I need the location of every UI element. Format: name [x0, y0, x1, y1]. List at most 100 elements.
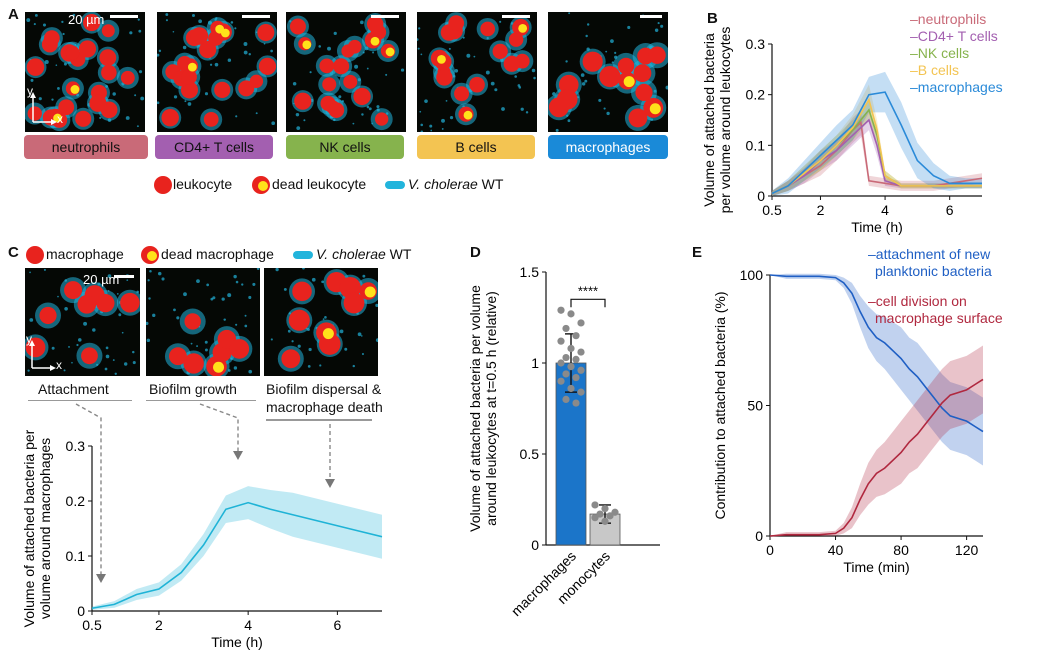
micrograph-cd4-t-cells	[157, 12, 277, 132]
bacteria-speck	[33, 23, 36, 26]
dead-cell-marker	[385, 47, 395, 57]
bacteria-speck	[227, 293, 232, 298]
bacteria-speck	[454, 68, 459, 73]
bacteria-speck	[152, 313, 156, 318]
data-point	[596, 510, 604, 518]
y-axis-title: Volume of attached bacteria per	[21, 429, 37, 627]
x-tick-label: 6	[946, 202, 954, 218]
leukocyte-cell	[169, 347, 187, 366]
data-point	[562, 353, 570, 362]
y-axis-title: volume around macrophages	[37, 438, 53, 619]
data-point	[611, 508, 619, 516]
error-band-4	[772, 71, 982, 196]
dead-cell-marker	[518, 23, 528, 33]
error-band-0	[92, 486, 382, 610]
bacteria-speck	[233, 274, 237, 279]
v-cholerae-legend-icon-c	[293, 251, 313, 259]
bacteria-speck	[255, 112, 258, 115]
data-point	[557, 337, 565, 345]
bacteria-speck	[429, 124, 433, 128]
bacteria-speck	[584, 79, 588, 83]
leukocyte-cell	[238, 80, 255, 97]
bacteria-speck	[441, 118, 445, 123]
bacteria-speck	[354, 64, 359, 69]
leukocyte-cell	[319, 58, 335, 74]
x-tick-label: 120	[955, 542, 979, 558]
tag-b-cells: B cells	[417, 135, 535, 159]
x-tick-label: 4	[881, 202, 889, 218]
bacteria-speck	[362, 51, 365, 54]
bacteria-speck	[344, 347, 348, 351]
dead-cell-marker	[437, 55, 446, 64]
bacteria-speck	[235, 115, 238, 118]
bacteria-speck	[125, 116, 130, 120]
leukocyte-cell	[75, 110, 92, 127]
bacteria-speck	[256, 268, 260, 270]
dead-macrophage-legend-icon	[141, 246, 159, 264]
bacteria-speck	[306, 327, 310, 332]
bacteria-speck	[611, 61, 614, 64]
data-point	[577, 319, 585, 327]
bacteria-speck	[255, 31, 258, 34]
data-point	[601, 505, 609, 513]
chart-e: 0 50 100 0 40 80 120 Time (min) Contribution to …	[712, 246, 1003, 575]
scale-bar-a3	[371, 15, 399, 18]
leukocyte-cell	[120, 292, 140, 313]
bacteria-speck	[149, 269, 152, 273]
dead-cell-marker	[213, 361, 225, 373]
scale-bar-a5	[640, 15, 662, 18]
bacteria-speck	[132, 361, 136, 365]
bacteria-speck	[311, 277, 316, 282]
leukocyte-cell	[617, 57, 635, 75]
bacteria-speck	[136, 290, 139, 294]
bacteria-speck	[473, 55, 476, 58]
bacteria-speck	[214, 62, 219, 67]
y-tick-label: 1	[531, 355, 539, 371]
bacteria-speck	[157, 53, 160, 57]
bacteria-speck	[501, 107, 505, 111]
series-line-0	[91, 501, 383, 610]
scale-bar-a2	[242, 15, 270, 18]
leukocyte-cell	[120, 70, 135, 85]
bacteria-speck	[248, 295, 252, 299]
leukocyte-cell	[454, 86, 470, 102]
leukocyte-cell	[77, 294, 97, 314]
error-band-3	[772, 84, 982, 196]
series-label-1: macrophage surface	[868, 310, 1003, 326]
leukocyte-cell	[64, 281, 83, 300]
bacteria-speck	[485, 70, 490, 75]
bacteria-speck	[204, 92, 209, 96]
bacteria-speck	[63, 62, 67, 66]
bacteria-speck	[107, 274, 112, 278]
bacteria-speck	[293, 102, 295, 105]
bacteria-speck	[565, 60, 568, 63]
bacteria-speck	[309, 71, 312, 74]
bacteria-speck	[490, 81, 495, 86]
bacteria-speck	[148, 297, 151, 300]
leukocyte-cell	[480, 21, 496, 37]
bacteria-speck	[221, 297, 225, 301]
x-axis-title: Time (h)	[211, 634, 263, 650]
series-label-0: planktonic bacteria	[868, 263, 992, 279]
y-tick-label: 0.1	[66, 548, 86, 564]
leukocyte-cell	[26, 58, 45, 76]
leukocyte-cell	[343, 74, 358, 89]
dead-cell-marker	[364, 286, 376, 298]
bacteria-speck	[83, 321, 88, 326]
bacteria-speck	[420, 53, 423, 56]
x-tick-label: 0	[766, 542, 774, 558]
leukocyte-cell	[257, 24, 275, 42]
bacteria-speck	[296, 126, 301, 130]
bacteria-speck	[271, 121, 276, 126]
x-tick-label: 40	[828, 542, 844, 558]
bacteria-speck	[184, 100, 187, 103]
bacteria-speck	[500, 58, 504, 62]
bacteria-speck	[183, 292, 187, 297]
bacteria-speck	[71, 361, 73, 364]
leukocyte-cell	[333, 58, 350, 75]
leukocyte-cell	[508, 32, 524, 47]
leukocyte-cell	[181, 69, 197, 85]
leukocyte-cell	[289, 18, 306, 35]
data-point	[557, 359, 565, 367]
bacteria-speck	[138, 29, 142, 33]
